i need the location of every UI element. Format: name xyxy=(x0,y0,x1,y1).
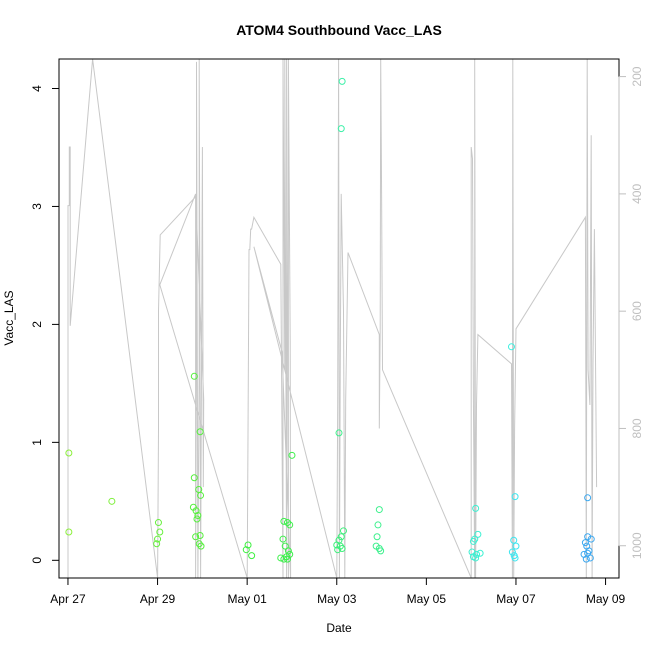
y-tick-label: 0 xyxy=(30,557,44,564)
secondary-trace-line xyxy=(67,59,598,578)
y-tick-label: 3 xyxy=(30,203,44,210)
data-point xyxy=(196,428,204,436)
data-point xyxy=(153,540,161,548)
x-tick-label: Apr 27 xyxy=(50,592,86,606)
data-point xyxy=(469,537,477,545)
data-point xyxy=(511,493,519,501)
right-tick-label: 200 xyxy=(630,66,644,86)
data-point xyxy=(334,546,342,554)
y-axis-label: Vacc_LAS xyxy=(2,290,16,345)
data-point xyxy=(581,539,589,547)
x-tick-label: Apr 29 xyxy=(140,592,176,606)
data-point xyxy=(373,533,381,541)
x-tick-label: May 01 xyxy=(227,592,267,606)
data-point xyxy=(283,555,291,563)
data-point xyxy=(507,343,515,351)
data-point xyxy=(154,519,162,527)
data-point xyxy=(586,554,594,562)
right-tick-label: 800 xyxy=(630,418,644,438)
y-tick-label: 1 xyxy=(30,439,44,446)
data-point xyxy=(476,549,484,557)
right-tick-label: 400 xyxy=(630,184,644,204)
data-point xyxy=(587,535,595,543)
x-axis: Apr 27 Apr 29 May 01 May 03 May 05 May 07 May … xyxy=(50,577,626,606)
data-point xyxy=(65,528,73,536)
x-tick-label: May 05 xyxy=(407,592,447,606)
secondary-trace-layer xyxy=(67,59,598,578)
data-point xyxy=(472,504,480,512)
y-tick-label: 4 xyxy=(30,85,44,92)
data-point xyxy=(283,519,291,527)
data-point xyxy=(338,545,346,553)
data-point xyxy=(337,125,345,133)
data-point xyxy=(190,372,198,380)
y-axis: 0 1 2 3 4 xyxy=(30,85,60,564)
data-point xyxy=(196,532,204,540)
data-point xyxy=(286,521,294,529)
data-point xyxy=(474,530,482,538)
data-point xyxy=(242,546,250,554)
data-point xyxy=(192,507,200,515)
data-point xyxy=(377,547,385,555)
data-point xyxy=(280,517,288,525)
data-point xyxy=(584,494,592,502)
right-tick-label: 1000 xyxy=(630,532,644,559)
data-point xyxy=(194,511,202,519)
data-point xyxy=(339,527,347,535)
data-point xyxy=(512,542,520,550)
data-point xyxy=(584,533,592,541)
data-point xyxy=(244,541,252,549)
data-point xyxy=(193,515,201,523)
data-point xyxy=(248,552,256,560)
right-tick-label: 600 xyxy=(630,301,644,321)
data-point xyxy=(279,535,287,543)
data-point xyxy=(288,451,296,459)
data-point xyxy=(511,554,519,562)
data-point xyxy=(472,554,480,562)
data-point xyxy=(337,533,345,541)
data-point xyxy=(197,542,205,550)
data-point xyxy=(510,536,518,544)
data-point xyxy=(108,497,116,505)
data-points-layer xyxy=(65,77,595,563)
data-point xyxy=(192,533,200,541)
data-point xyxy=(281,542,289,550)
data-point xyxy=(156,528,164,536)
x-tick-label: May 07 xyxy=(496,592,536,606)
data-point xyxy=(333,541,341,549)
right-axis: 200 400 600 800 1000 xyxy=(618,66,644,559)
x-tick-label: May 03 xyxy=(317,592,357,606)
data-point xyxy=(375,506,383,514)
data-point xyxy=(65,449,73,457)
data-point xyxy=(374,521,382,529)
data-point xyxy=(190,474,198,482)
data-point xyxy=(338,77,346,85)
data-point xyxy=(197,491,205,499)
data-point xyxy=(582,555,590,563)
data-point xyxy=(335,429,343,437)
y-tick-label: 2 xyxy=(30,321,44,328)
chart-title: ATOM4 Southbound Vacc_LAS xyxy=(236,22,442,38)
x-axis-label: Date xyxy=(326,621,352,635)
data-point xyxy=(154,535,162,543)
data-point xyxy=(508,548,516,556)
x-tick-label: May 09 xyxy=(586,592,626,606)
